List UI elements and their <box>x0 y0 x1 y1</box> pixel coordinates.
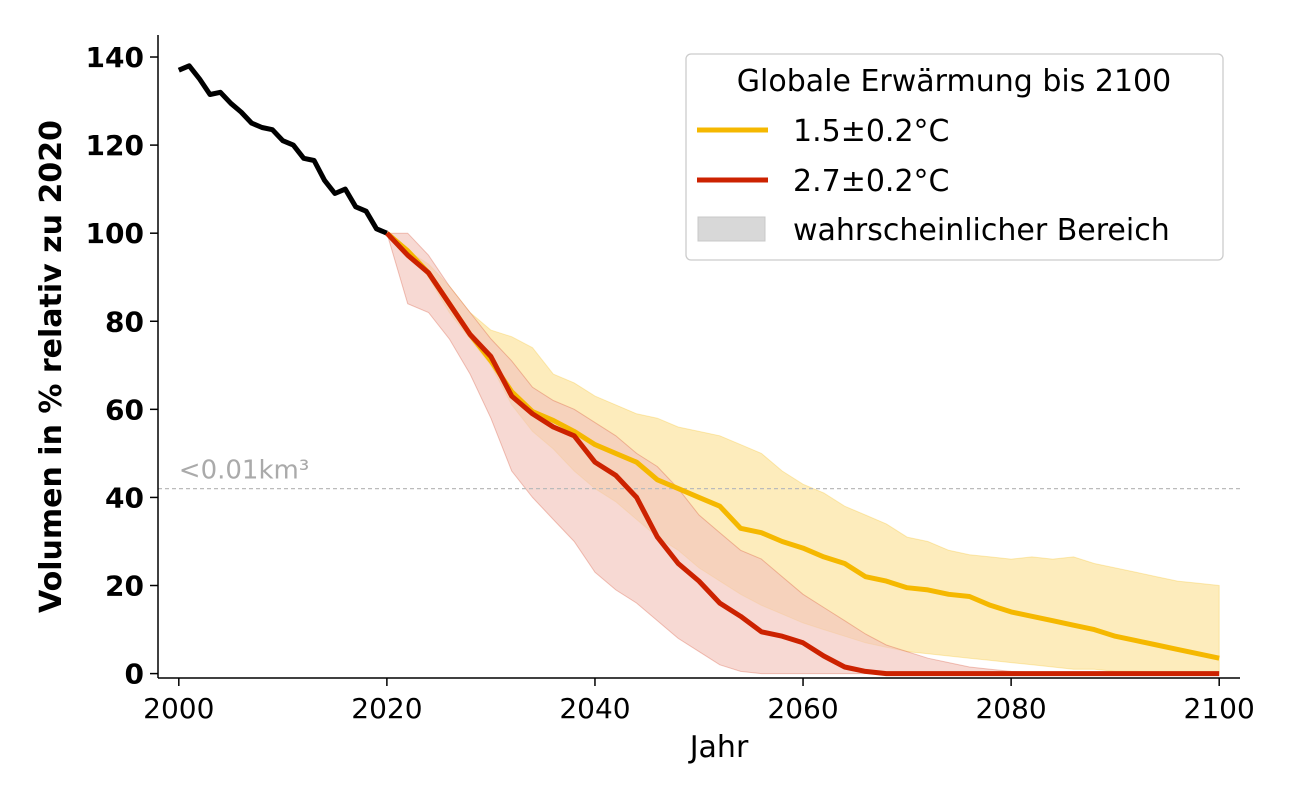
legend-box <box>685 53 1224 261</box>
legend-title: Globale Erwärmung bis 2100 <box>737 64 1171 99</box>
legend-label-2-7: 2.7±0.2°C <box>793 164 950 199</box>
x-tick-label: 2000 <box>143 692 214 725</box>
x-tick-label: 2080 <box>975 692 1046 725</box>
y-axis-label: Volumen in % relativ zu 2020 <box>34 120 69 613</box>
axes <box>157 35 1240 679</box>
y-tick-label: 80 <box>105 305 144 338</box>
y-tick-label: 100 <box>86 217 144 250</box>
x-tick-label: 2020 <box>351 692 422 725</box>
y-tick-label: 140 <box>86 41 144 74</box>
x-ticks: 2000 2020 2040 2060 2080 2100 <box>143 678 1255 725</box>
y-tick-label: 0 <box>125 658 144 691</box>
legend-label-range: wahrscheinlicher Bereich <box>793 213 1170 248</box>
series-lines <box>177 63 1220 677</box>
legend: Globale Erwärmung bis 2100 1.5±0.2°C 2.7… <box>685 53 1224 261</box>
y-tick-label: 120 <box>86 129 144 162</box>
legend-label-1-5: 1.5±0.2°C <box>793 114 950 149</box>
x-axis-label: Jahr <box>688 730 749 765</box>
x-tick-label: 2060 <box>767 692 838 725</box>
threshold-group: <0.01km³ <box>158 456 1240 490</box>
y-tick-label: 40 <box>105 481 144 514</box>
series-historical <box>177 63 388 236</box>
legend-swatch-range <box>697 216 766 242</box>
threshold-label: <0.01km³ <box>179 456 309 486</box>
y-tick-label: 20 <box>105 570 144 603</box>
x-tick-label: 2100 <box>1184 692 1255 725</box>
y-tick-label: 60 <box>105 393 144 426</box>
series-2-7 <box>385 231 1220 677</box>
y-ticks: 0 20 40 60 80 100 120 140 <box>86 41 158 691</box>
band-2-7 <box>386 232 1220 675</box>
likely-range-bands <box>386 232 1220 675</box>
x-tick-label: 2040 <box>559 692 630 725</box>
